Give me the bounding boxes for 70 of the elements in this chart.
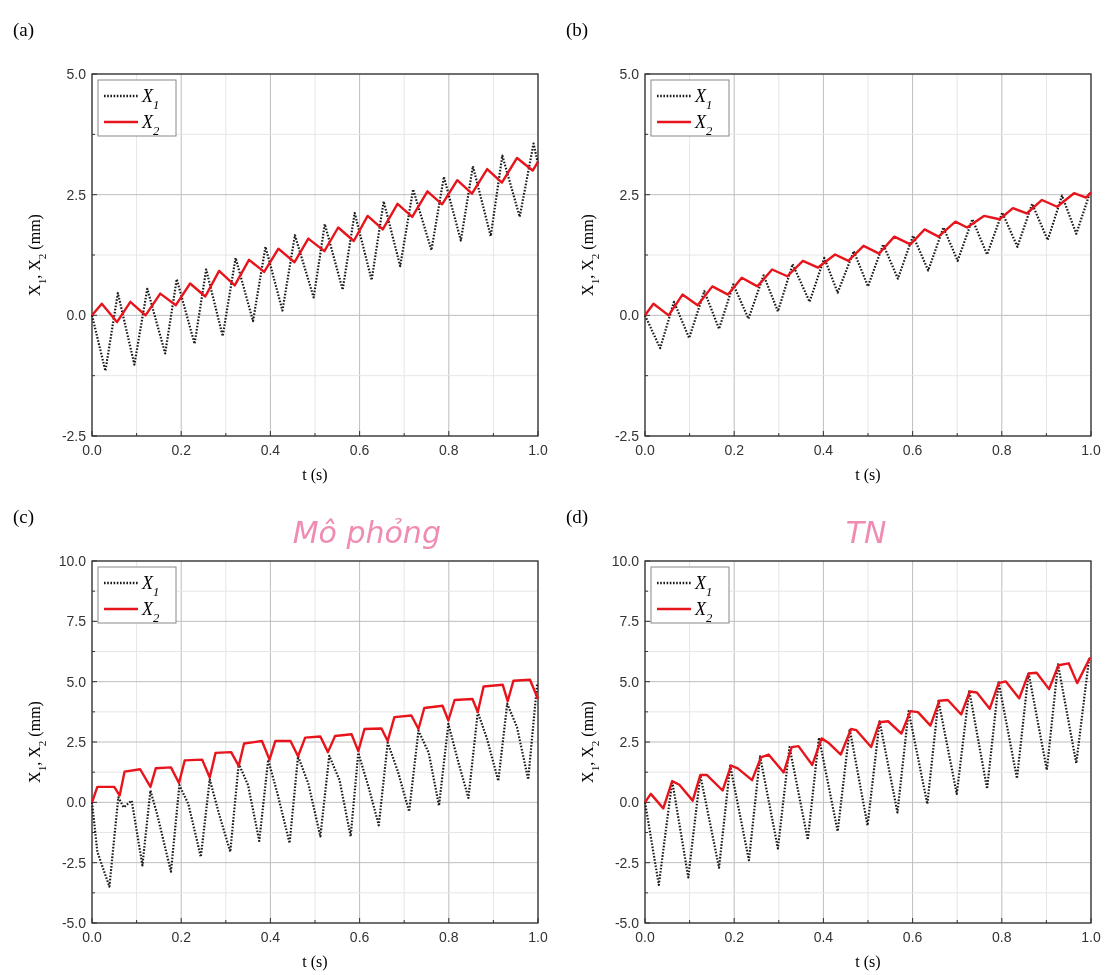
y-tick-label: 5.0 bbox=[66, 65, 87, 82]
x-tick-label: 0.4 bbox=[813, 929, 834, 945]
x-axis-title: t (s) bbox=[302, 953, 328, 971]
legend-label: X$_{2}$ bbox=[694, 112, 713, 139]
y-tick-label: 5.0 bbox=[619, 65, 640, 82]
line-series bbox=[90, 682, 539, 888]
x-tick-label: 1.0 bbox=[528, 442, 548, 458]
x-tick-label: 0.6 bbox=[902, 929, 923, 945]
chart-title: (c) bbox=[13, 506, 35, 528]
y-tick-label: 7.5 bbox=[66, 613, 87, 630]
x-axis-title: t (s) bbox=[302, 466, 328, 484]
x-tick-label: 0.8 bbox=[992, 442, 1012, 458]
y-tick-label: 0.0 bbox=[619, 307, 640, 324]
y-tick-label: -2.5 bbox=[614, 854, 640, 871]
x-tick-label: 0.0 bbox=[635, 929, 655, 945]
x-axis-title: t (s) bbox=[855, 466, 881, 484]
legend-label: X$_{1}$ bbox=[141, 86, 160, 113]
x-tick-label: 1.0 bbox=[1081, 442, 1101, 458]
line-series bbox=[643, 656, 1092, 810]
y-tick-label: 2.5 bbox=[66, 733, 87, 750]
text: Mô phỏng bbox=[292, 515, 441, 550]
x-tick-label: 0.8 bbox=[439, 442, 459, 458]
x-axis-title: t (s) bbox=[855, 953, 881, 971]
y-tick-label: -2.5 bbox=[614, 427, 640, 444]
y-tick-label: -2.5 bbox=[61, 854, 87, 871]
x-tick-label: 0.6 bbox=[902, 442, 923, 458]
y-tick-label: 2.5 bbox=[66, 186, 87, 203]
x-tick-label: 0.8 bbox=[439, 929, 459, 945]
y-tick-label: 5.0 bbox=[66, 673, 87, 690]
x-tick-label: 0.4 bbox=[260, 442, 281, 458]
y-tick-label: -2.5 bbox=[61, 427, 87, 444]
legend-label: X$_{1}$ bbox=[694, 573, 713, 600]
legend-label: X$_{2}$ bbox=[694, 599, 713, 626]
x-tick-label: 0.2 bbox=[171, 929, 192, 945]
x-tick-label: 0.0 bbox=[82, 442, 102, 458]
x-tick-label: 0.2 bbox=[724, 442, 745, 458]
y-tick-label: 2.5 bbox=[619, 733, 640, 750]
x-tick-label: 0.4 bbox=[260, 929, 281, 945]
y-tick-label: 10.0 bbox=[58, 552, 87, 569]
x-tick-label: 0.4 bbox=[813, 442, 834, 458]
legend-label: X$_{1}$ bbox=[141, 573, 160, 600]
x-tick-label: 0.0 bbox=[635, 442, 655, 458]
y-tick-label: 0.0 bbox=[619, 794, 640, 811]
legend-label: X$_{2}$ bbox=[141, 112, 160, 139]
x-tick-label: 0.2 bbox=[724, 929, 745, 945]
x-tick-label: 0.6 bbox=[349, 442, 370, 458]
x-tick-label: 1.0 bbox=[528, 929, 548, 945]
line-series bbox=[90, 156, 540, 324]
legend-label: X$_{1}$ bbox=[694, 86, 713, 113]
line-series bbox=[90, 142, 540, 372]
y-tick-label: 10.0 bbox=[611, 552, 640, 569]
text: TN bbox=[845, 515, 887, 550]
y-tick-label: 0.0 bbox=[66, 794, 87, 811]
x-tick-label: 0.6 bbox=[349, 929, 370, 945]
y-tick-label: 0.0 bbox=[66, 307, 87, 324]
legend-label: X$_{2}$ bbox=[141, 599, 160, 626]
x-tick-label: 0.0 bbox=[82, 929, 102, 945]
chart-title: (a) bbox=[13, 19, 35, 41]
chart-title: (b) bbox=[566, 19, 589, 41]
y-tick-label: -5.0 bbox=[61, 914, 87, 931]
chart-title: (d) bbox=[566, 506, 589, 528]
y-tick-label: 5.0 bbox=[619, 673, 640, 690]
line-series bbox=[90, 678, 540, 804]
x-tick-label: 0.8 bbox=[992, 929, 1012, 945]
x-tick-label: 0.2 bbox=[171, 442, 192, 458]
line-series bbox=[643, 191, 1093, 317]
y-tick-label: -5.0 bbox=[614, 914, 640, 931]
y-tick-label: 7.5 bbox=[619, 613, 640, 630]
x-tick-label: 1.0 bbox=[1081, 929, 1101, 945]
y-tick-label: 2.5 bbox=[619, 186, 640, 203]
